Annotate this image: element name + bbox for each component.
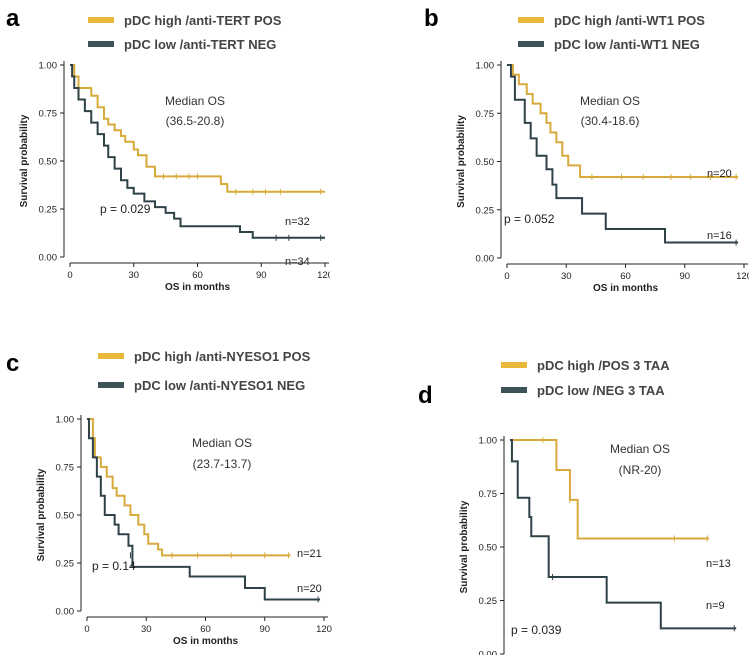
km-curve-low bbox=[70, 64, 325, 239]
x-axis-title: OS in months bbox=[173, 636, 238, 647]
panel-b: b pDC high /anti-WT1 POS pDC low /anti-W… bbox=[424, 5, 749, 295]
y-tick-label: 0.50 bbox=[479, 543, 498, 554]
n-high-label: n=32 bbox=[285, 216, 310, 228]
legend-low-label: pDC low /anti-TERT NEG bbox=[124, 37, 276, 52]
panel-d: d pDC high /POS 3 TAA pDC low /NEG 3 TAA… bbox=[418, 358, 737, 656]
n-low-label: n=16 bbox=[707, 230, 732, 242]
x-tick-label: 90 bbox=[256, 270, 267, 281]
median-os-title: Median OS bbox=[192, 436, 252, 450]
y-tick-label: 0.00 bbox=[479, 650, 498, 656]
y-tick-label: 0.50 bbox=[56, 511, 75, 522]
y-tick-label: 0.75 bbox=[476, 109, 495, 120]
panel-letter: c bbox=[6, 350, 19, 377]
panel-c: c pDC high /anti-NYESO1 POS pDC low /ant… bbox=[6, 349, 332, 648]
y-tick-label: 0.00 bbox=[39, 253, 58, 264]
y-tick-label: 1.00 bbox=[39, 61, 58, 72]
y-tick-label: 1.00 bbox=[56, 415, 75, 426]
x-tick-label: 120 bbox=[736, 271, 749, 282]
y-tick-label: 0.00 bbox=[56, 607, 75, 618]
n-low-label: n=20 bbox=[297, 583, 322, 595]
n-low-label: n=34 bbox=[285, 256, 310, 268]
panel-letter: b bbox=[424, 5, 439, 32]
p-value: p = 0.052 bbox=[504, 212, 555, 226]
x-tick-label: 30 bbox=[561, 271, 572, 282]
panel-letter: d bbox=[418, 382, 433, 409]
y-axis-title: Survival probability bbox=[36, 468, 47, 561]
median-os-value: (NR-20) bbox=[619, 463, 662, 477]
y-tick-label: 0.75 bbox=[479, 489, 498, 500]
p-value: p = 0.029 bbox=[100, 202, 151, 216]
legend-low-label: pDC low /NEG 3 TAA bbox=[537, 383, 665, 398]
km-curve-high bbox=[510, 439, 710, 540]
y-tick-label: 0.25 bbox=[56, 559, 75, 570]
median-os-value: (30.4-18.6) bbox=[581, 114, 640, 128]
legend-high-label: pDC high /POS 3 TAA bbox=[537, 358, 670, 373]
legend-low-label: pDC low /anti-NYESO1 NEG bbox=[134, 378, 305, 393]
y-axis-title: Survival probability bbox=[456, 115, 467, 208]
x-tick-label: 60 bbox=[200, 624, 211, 635]
x-tick-label: 120 bbox=[317, 270, 330, 281]
x-tick-label: 120 bbox=[316, 624, 332, 635]
km-curve-low bbox=[87, 418, 321, 601]
median-os-title: Median OS bbox=[580, 94, 640, 108]
y-tick-label: 0.25 bbox=[39, 205, 58, 216]
y-tick-label: 1.00 bbox=[476, 61, 495, 72]
km-curve-high bbox=[70, 64, 325, 193]
y-tick-label: 0.50 bbox=[39, 157, 58, 168]
x-tick-label: 30 bbox=[141, 624, 152, 635]
panel-c-legend: c pDC high /anti-NYESO1 POS pDC low /ant… bbox=[6, 349, 311, 393]
legend-high-label: pDC high /anti-WT1 POS bbox=[554, 13, 705, 28]
km-curve-high bbox=[87, 418, 291, 557]
y-tick-label: 0.00 bbox=[476, 254, 495, 265]
y-tick-label: 0.75 bbox=[56, 463, 75, 474]
y-tick-label: 0.50 bbox=[476, 157, 495, 168]
y-axis-title: Survival probability bbox=[19, 114, 30, 207]
median-os-value: (36.5-20.8) bbox=[166, 114, 225, 128]
x-tick-label: 60 bbox=[192, 270, 203, 281]
y-tick-label: 0.25 bbox=[476, 205, 495, 216]
y-axis-title: Survival probability bbox=[459, 500, 470, 593]
x-tick-label: 60 bbox=[620, 271, 631, 282]
p-value: p = 0.14 bbox=[92, 559, 136, 573]
x-tick-label: 90 bbox=[259, 624, 270, 635]
n-high-label: n=21 bbox=[297, 548, 322, 560]
n-low-label: n=13 bbox=[706, 558, 731, 570]
p-value: p = 0.039 bbox=[511, 623, 562, 637]
panel-letter: a bbox=[6, 5, 20, 32]
x-axis-title: OS in months bbox=[593, 283, 658, 294]
x-tick-label: 0 bbox=[504, 271, 509, 282]
panel-c-plot: 0.00 0.25 0.50 0.75 1.00 0 30 60 90 120 OS in mont… bbox=[36, 415, 332, 648]
panel-b-legend: b pDC high /anti-WT1 POS pDC low /anti-W… bbox=[424, 5, 705, 52]
panel-b-plot: 0.00 0.25 0.50 0.75 1.00 0 30 60 90 120 OS in mont… bbox=[456, 61, 749, 295]
median-os-title: Median OS bbox=[165, 94, 225, 108]
y-tick-label: 0.75 bbox=[39, 109, 58, 120]
km-curve-low bbox=[507, 64, 739, 244]
legend-high-label: pDC high /anti-NYESO1 POS bbox=[134, 349, 311, 364]
x-tick-label: 90 bbox=[679, 271, 690, 282]
panel-a-legend: a pDC high /anti-TERT POS pDC low /anti-… bbox=[6, 5, 282, 52]
legend-high-label: pDC high /anti-TERT POS bbox=[124, 13, 282, 28]
x-tick-label: 0 bbox=[84, 624, 89, 635]
y-tick-label: 1.00 bbox=[479, 436, 498, 447]
panel-d-legend: d pDC high /POS 3 TAA pDC low /NEG 3 TAA bbox=[418, 358, 670, 409]
y-tick-label: 0.25 bbox=[479, 596, 498, 607]
x-tick-label: 0 bbox=[67, 270, 72, 281]
panel-a: a pDC high /anti-TERT POS pDC low /anti-… bbox=[6, 5, 330, 294]
n-high-label: n=9 bbox=[706, 600, 725, 612]
legend-low-label: pDC low /anti-WT1 NEG bbox=[554, 37, 700, 52]
panel-a-plot: 0.00 0.25 0.50 0.75 1.00 0 30 60 90 120 OS in mont… bbox=[19, 61, 330, 294]
x-axis-title: OS in months bbox=[165, 282, 230, 293]
km-curve-low bbox=[510, 439, 737, 630]
km-curve-high bbox=[507, 64, 739, 178]
median-os-value: (23.7-13.7) bbox=[193, 457, 252, 471]
median-os-title: Median OS bbox=[610, 442, 670, 456]
x-tick-label: 30 bbox=[128, 270, 139, 281]
n-high-label: n=20 bbox=[707, 168, 732, 180]
